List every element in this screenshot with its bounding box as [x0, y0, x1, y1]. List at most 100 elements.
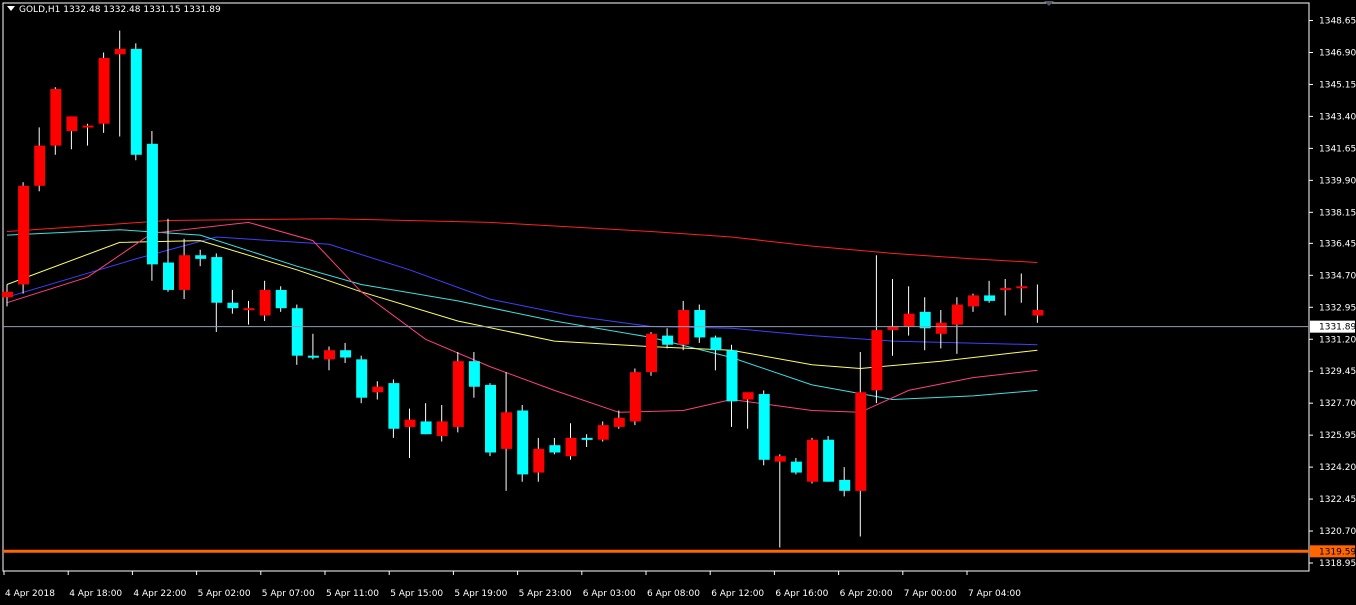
candle-body-bear: [823, 439, 835, 482]
time-tick-label: 5 Apr 11:00: [326, 589, 379, 599]
candle-body-bull: [646, 333, 657, 373]
plot-area: [2, 2, 1310, 572]
candle-body-bull: [372, 386, 384, 393]
triangle-down-icon[interactable]: [7, 6, 15, 11]
candle-body-bull: [34, 145, 46, 186]
time-tick-label: 7 Apr 00:00: [904, 589, 957, 599]
price-tick-label: 1339.90: [1319, 176, 1356, 186]
candle-body-bear: [420, 421, 432, 435]
price-tick-label: 1336.45: [1319, 239, 1356, 249]
candle-body-bear: [356, 359, 368, 398]
candle: [1032, 284, 1044, 323]
candle: [420, 403, 432, 435]
candle: [726, 344, 738, 427]
price-tick-label: 1322.45: [1319, 495, 1356, 505]
candle-body-bull: [404, 419, 416, 427]
candle-body-bear: [662, 335, 674, 345]
time-tick-label: 6 Apr 12:00: [711, 589, 764, 599]
candle: [307, 333, 319, 360]
candle: [1000, 278, 1012, 316]
candle: [951, 297, 963, 354]
candle: [195, 249, 207, 267]
current-price-label-bg: [1310, 320, 1355, 333]
candle: [855, 352, 867, 537]
candle: [581, 434, 593, 448]
moving-average-line-1: [6, 236, 1038, 346]
price-tick-label: 1341.65: [1319, 144, 1356, 154]
candle: [275, 286, 287, 312]
candle-body-bear: [163, 262, 174, 290]
candle: [887, 278, 899, 356]
candle-body-bull: [82, 125, 94, 128]
candle: [340, 342, 352, 363]
candle-body-bull: [436, 421, 448, 437]
moving-average-line-2: [6, 229, 1038, 401]
price-tick-label: 1320.70: [1319, 527, 1356, 537]
price-tick-label: 1324.20: [1319, 463, 1356, 473]
time-tick-label: 4 Apr 22:00: [133, 589, 186, 599]
price-tick-label: 1331.20: [1319, 335, 1356, 345]
candle: [823, 436, 835, 482]
candle-body-bull: [533, 448, 545, 473]
candle-body-bull: [66, 116, 78, 132]
price-tick-label: 1338.15: [1319, 208, 1356, 218]
candle: [468, 352, 480, 398]
price-tick-label: 1348.65: [1319, 17, 1356, 27]
candle: [227, 289, 239, 314]
candle: [662, 328, 674, 349]
price-tick-label: 1329.45: [1319, 367, 1356, 377]
candle-body-bear: [839, 479, 851, 491]
candle: [98, 52, 110, 133]
candle: [517, 405, 529, 482]
candle-body-bull: [742, 392, 754, 400]
candle-body-bull: [678, 310, 690, 345]
candle-body-bull: [951, 304, 963, 325]
candle-body-bear: [549, 445, 561, 453]
candle-body-bull: [565, 437, 577, 457]
candle: [774, 454, 786, 548]
candle-body-bull: [2, 291, 13, 298]
scroll-marker-icon[interactable]: [1044, 1, 1054, 6]
candle-body-bull: [629, 372, 641, 422]
candle: [485, 383, 496, 457]
candle-body-bear: [227, 302, 239, 309]
candle-body-bear: [919, 311, 931, 329]
candle-body-bear: [307, 355, 319, 358]
candle-body-bull: [597, 425, 609, 440]
candle: [742, 392, 754, 429]
candle: [82, 123, 94, 146]
candle: [694, 304, 706, 343]
candle-body-bull: [1032, 310, 1044, 316]
candle: [839, 467, 851, 497]
candle-body-bull: [98, 57, 110, 124]
candle-body-bear: [485, 384, 496, 453]
low-price-label: 1319.59: [1319, 547, 1356, 557]
time-tick-label: 6 Apr 16:00: [775, 589, 828, 599]
candle-body-bear: [340, 350, 352, 358]
candle: [629, 368, 641, 426]
low-price-label-bg: [1310, 545, 1355, 558]
candle-body-bull: [50, 89, 62, 146]
candle-body-bear: [710, 337, 722, 351]
candle: [18, 182, 30, 294]
price-tick-label: 1346.90: [1319, 48, 1356, 58]
candle-body-bull: [452, 361, 464, 427]
candle-body-bull: [179, 255, 191, 290]
candle-body-bull: [968, 295, 979, 307]
candle-body-bear: [468, 361, 480, 387]
candle-body-bear: [388, 383, 400, 429]
time-tick-label: 5 Apr 15:00: [390, 589, 443, 599]
candle-body-bull: [1000, 288, 1012, 291]
candle-body-bull: [855, 392, 867, 491]
candle-body-bull: [18, 185, 30, 285]
candle: [130, 43, 142, 161]
chart-title: GOLD,H1 1332.48 1332.48 1331.15 1331.89: [19, 5, 221, 15]
candle: [259, 280, 271, 321]
candle-body-bear: [275, 289, 287, 309]
candle-body-bear: [758, 394, 770, 460]
candle: [984, 280, 996, 303]
price-tick-label: 1332.95: [1319, 303, 1356, 313]
candle: [807, 437, 818, 484]
